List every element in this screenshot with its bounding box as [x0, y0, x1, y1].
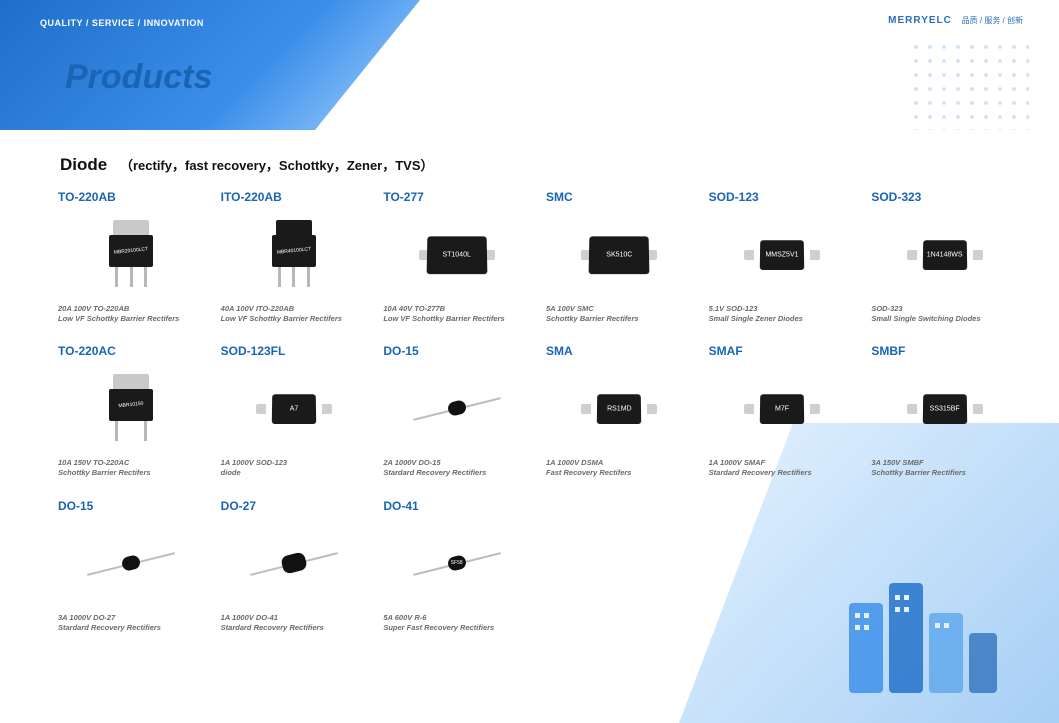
product-title: SMA: [546, 344, 693, 358]
product-image: ST1040L: [383, 210, 530, 300]
page-title: Products: [65, 58, 212, 97]
product-image: SK510C: [546, 210, 693, 300]
product-title: TO-277: [383, 190, 530, 204]
product-title: TO-220AB: [58, 190, 205, 204]
product-title: SOD-123: [709, 190, 856, 204]
product-title: DO-15: [58, 499, 205, 513]
section-subtitle: Diode （rectify，fast recovery，Schottky，Ze…: [60, 155, 434, 175]
product-card-smc: SMC SK510C 5A 100V SMCSchottky Barrier R…: [546, 190, 693, 324]
product-card-to220ac: TO-220AC MBR10150 10A 150V TO-220ACSchot…: [58, 344, 205, 478]
product-title: SMBF: [871, 344, 1018, 358]
product-image: [221, 519, 368, 609]
header-tagline: QUALITY / SERVICE / INNOVATION: [40, 18, 204, 28]
product-title: SMAF: [709, 344, 856, 358]
product-image: MBR20100LCT: [58, 210, 205, 300]
product-desc: 1A 1000V DSMAFast Recovery Rectifers: [546, 458, 693, 478]
product-grid: TO-220AB MBR20100LCT 20A 100V TO-220ABLo…: [58, 190, 1018, 633]
product-image: M7F: [709, 364, 856, 454]
brand-logo-text: MERRYELC 品质 / 服务 / 创新: [888, 15, 1023, 26]
product-title: DO-41: [383, 499, 530, 513]
product-desc: 10A 40V TO-277BLow VF Schottky Barrier R…: [383, 304, 530, 324]
subtitle-paren: （rectify，fast recovery，Schottky，Zener，TV…: [120, 158, 434, 173]
product-desc: 1A 1000V SMAFStardard Recovery Rectifier…: [709, 458, 856, 478]
product-card-ito220ab: ITO-220AB MBR40100LCT 40A 100V ITO-220AB…: [221, 190, 368, 324]
product-image: MMSZ5V1: [709, 210, 856, 300]
product-card-do41: DO-41 SF58 5A 600V R-6Super Fast Recover…: [383, 499, 530, 633]
decorative-dot-grid: [909, 40, 1029, 130]
product-desc: 3A 1000V DO-27Stardard Recovery Rectifie…: [58, 613, 205, 633]
product-desc: 5A 600V R-6Super Fast Recovery Rectifier…: [383, 613, 530, 633]
product-desc: 5A 100V SMCSchottky Barrier Rectifers: [546, 304, 693, 324]
product-title: SMC: [546, 190, 693, 204]
product-card-sod323: SOD-323 1N4148WS SOD-323Small Single Swi…: [871, 190, 1018, 324]
product-image: 1N4148WS: [871, 210, 1018, 300]
product-desc: 5.1V SOD-123Small Single Zener Diodes: [709, 304, 856, 324]
product-image: RS1MD: [546, 364, 693, 454]
subtitle-main: Diode: [60, 155, 107, 174]
product-image: [58, 519, 205, 609]
product-card-do15a: DO-15 2A 1000V DO-15Stardard Recovery Re…: [383, 344, 530, 478]
product-card-to277: TO-277 ST1040L 10A 40V TO-277BLow VF Sch…: [383, 190, 530, 324]
product-desc: 2A 1000V DO-15Stardard Recovery Rectifie…: [383, 458, 530, 478]
product-desc: 40A 100V ITO-220ABLow VF Schottky Barrie…: [221, 304, 368, 324]
product-image: MBR10150: [58, 364, 205, 454]
product-title: DO-27: [221, 499, 368, 513]
product-image: [383, 364, 530, 454]
product-card-smaf: SMAF M7F 1A 1000V SMAFStardard Recovery …: [709, 344, 856, 478]
product-desc: 3A 150V SMBFSchottky Barrier Rectifiers: [871, 458, 1018, 478]
brand-name: MERRYELC: [888, 15, 952, 26]
product-card-smbf: SMBF SS315BF 3A 150V SMBFSchottky Barrie…: [871, 344, 1018, 478]
product-card-to220ab: TO-220AB MBR20100LCT 20A 100V TO-220ABLo…: [58, 190, 205, 324]
product-card-do27: DO-27 1A 1000V DO-41Stardard Recovery Re…: [221, 499, 368, 633]
product-desc: 1A 1000V SOD-123diode: [221, 458, 368, 478]
product-image: SS315BF: [871, 364, 1018, 454]
product-title: ITO-220AB: [221, 190, 368, 204]
brand-subtext: 品质 / 服务 / 创新: [962, 16, 1023, 25]
product-title: DO-15: [383, 344, 530, 358]
product-card-sod123: SOD-123 MMSZ5V1 5.1V SOD-123Small Single…: [709, 190, 856, 324]
product-desc: 1A 1000V DO-41Stardard Recovery Rectifie…: [221, 613, 368, 633]
product-card-sma: SMA RS1MD 1A 1000V DSMAFast Recovery Rec…: [546, 344, 693, 478]
product-desc: SOD-323Small Single Switching Diodes: [871, 304, 1018, 324]
product-desc: 10A 150V TO-220ACSchottky Barrier Rectif…: [58, 458, 205, 478]
product-desc: 20A 100V TO-220ABLow VF Schottky Barrier…: [58, 304, 205, 324]
product-title: SOD-323: [871, 190, 1018, 204]
product-image: A7: [221, 364, 368, 454]
product-title: TO-220AC: [58, 344, 205, 358]
product-image: SF58: [383, 519, 530, 609]
product-image: MBR40100LCT: [221, 210, 368, 300]
product-card-do15b: DO-15 3A 1000V DO-27Stardard Recovery Re…: [58, 499, 205, 633]
product-title: SOD-123FL: [221, 344, 368, 358]
product-card-sod123fl: SOD-123FL A7 1A 1000V SOD-123diode: [221, 344, 368, 478]
